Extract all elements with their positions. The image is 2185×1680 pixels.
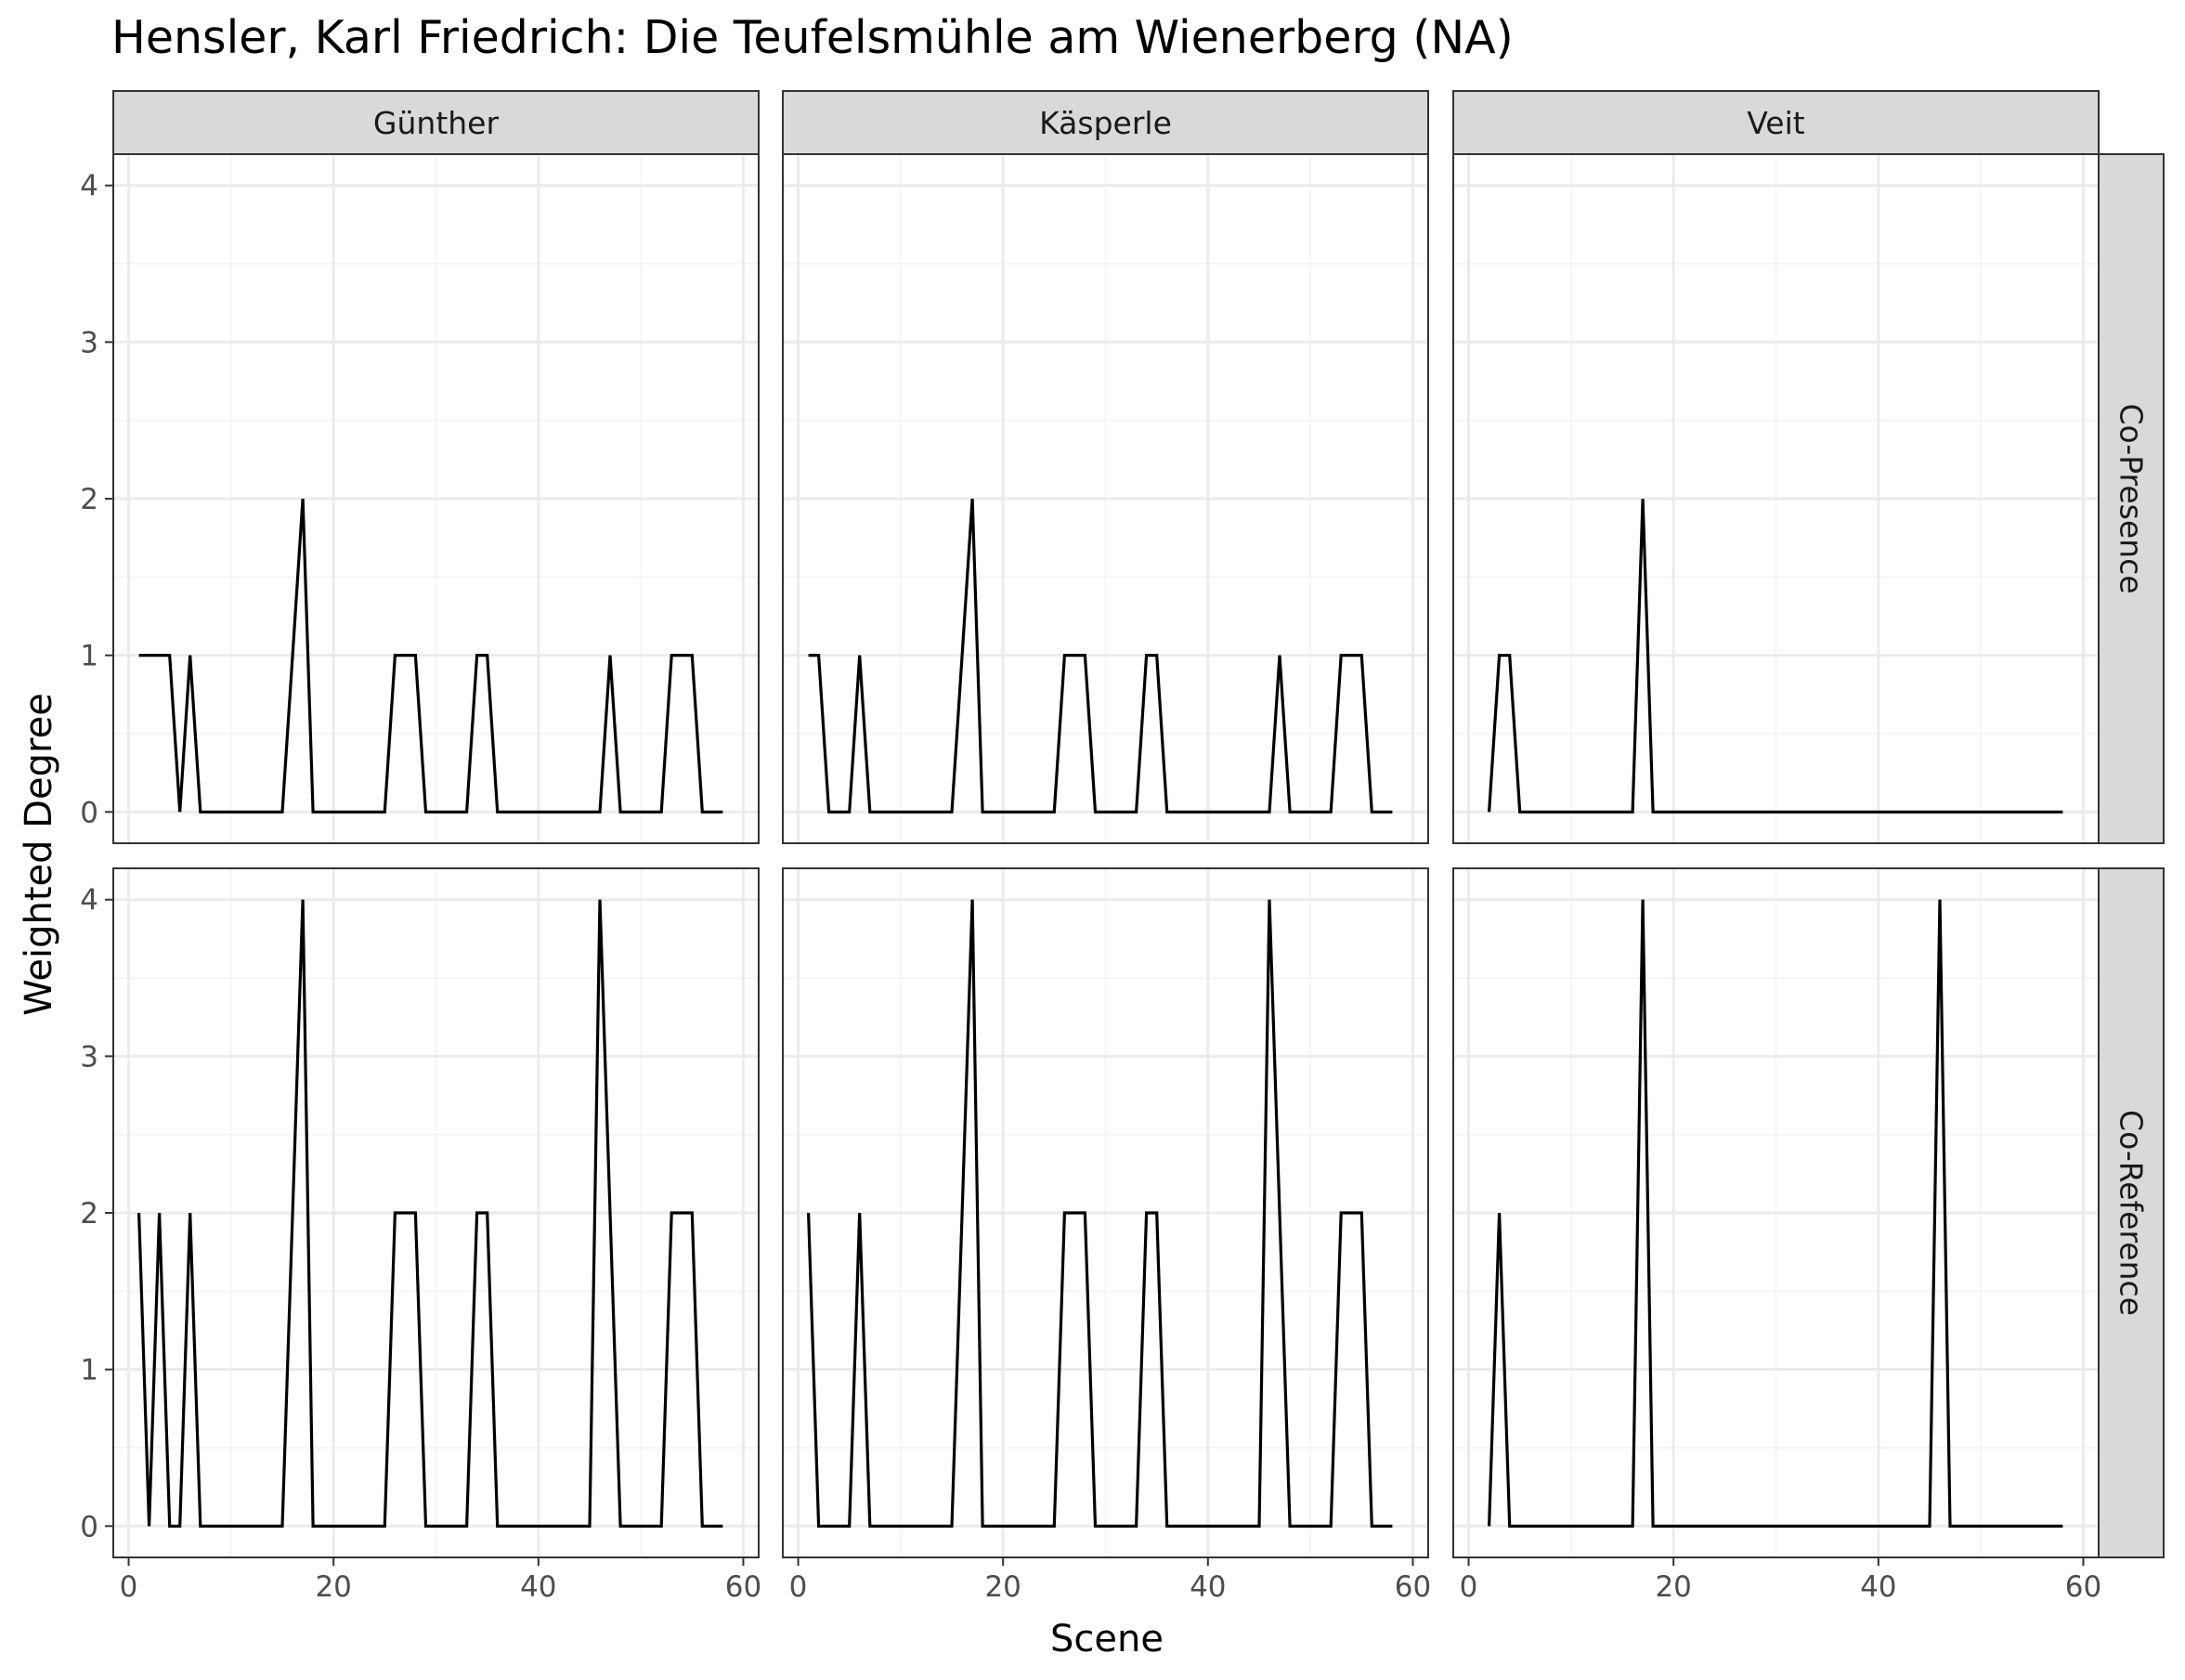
x-tick-label: 60 (1395, 1570, 1431, 1604)
facet-label-co-presence: Co-Presence (2113, 403, 2150, 593)
facet-label-kasperle: Käsperle (1039, 105, 1172, 141)
y-tick-label: 2 (80, 1197, 98, 1231)
series-line-co-presence-gunther (138, 498, 723, 814)
x-tick-label: 20 (984, 1570, 1021, 1604)
facet-strip-co-presence (2098, 153, 2165, 844)
y-tick-label: 2 (80, 483, 98, 516)
y-tick-label: 1 (80, 640, 98, 673)
y-tick-label: 0 (80, 796, 98, 829)
y-tick-label: 1 (80, 1354, 98, 1387)
facet-label-co-reference: Co-Reference (2113, 1110, 2150, 1316)
y-tick-label: 4 (80, 884, 98, 918)
facet-label-gunther: Günther (373, 105, 500, 141)
panel-co-reference-veit: 0 20 40 60 (1452, 867, 2101, 1604)
facet-strip-veit (1452, 90, 2100, 155)
x-tick-label: 40 (520, 1570, 556, 1604)
panel-border (782, 867, 1429, 1558)
panel-co-presence-gunther: 0 1 2 3 4 (80, 153, 760, 844)
x-tick-label: 60 (2065, 1570, 2101, 1604)
y-tick-label: 3 (80, 326, 98, 359)
x-tick-label: 20 (315, 1570, 351, 1604)
facet-strip-gunther (112, 90, 760, 155)
series-line-co-reference-veit (1488, 899, 2063, 1528)
chart-title: Hensler, Karl Friedrich: Die Teufelsmühl… (111, 11, 1514, 64)
x-tick-label: 40 (1860, 1570, 1896, 1604)
facet-strip-co-reference (2098, 867, 2165, 1558)
y-tick-label: 0 (80, 1510, 98, 1543)
facet-label-veit: Veit (1747, 105, 1804, 141)
x-tick-label: 0 (1460, 1570, 1478, 1604)
x-tick-label: 40 (1190, 1570, 1226, 1604)
y-tick-label: 3 (80, 1040, 98, 1074)
series-line-co-reference-kasperle (807, 899, 1393, 1528)
facet-strip-kasperle (782, 90, 1429, 155)
panel-co-reference-kasperle: 0 20 40 60 (782, 867, 1431, 1604)
y-axis-label: Weighted Degree (18, 693, 60, 1016)
x-tick-label: 60 (725, 1570, 761, 1604)
series-line-co-presence-kasperle (808, 498, 1393, 814)
panel-co-presence-veit (1452, 153, 2100, 844)
panel-border (1452, 867, 2100, 1558)
panels-layer: Günther Käsperle Veit Co-Presence Co-Referen… (80, 90, 2165, 1604)
panel-border (782, 153, 1429, 844)
panel-border (1452, 153, 2100, 844)
x-tick-label: 0 (120, 1570, 138, 1604)
series-line-co-reference-gunther (137, 899, 723, 1528)
x-tick-label: 20 (1655, 1570, 1691, 1604)
panel-co-presence-kasperle (782, 153, 1429, 844)
y-tick-label: 4 (80, 170, 98, 203)
x-tick-label: 0 (789, 1570, 808, 1604)
x-axis-label: Scene (1050, 1618, 1164, 1660)
series-line-co-presence-veit (1488, 498, 2063, 814)
